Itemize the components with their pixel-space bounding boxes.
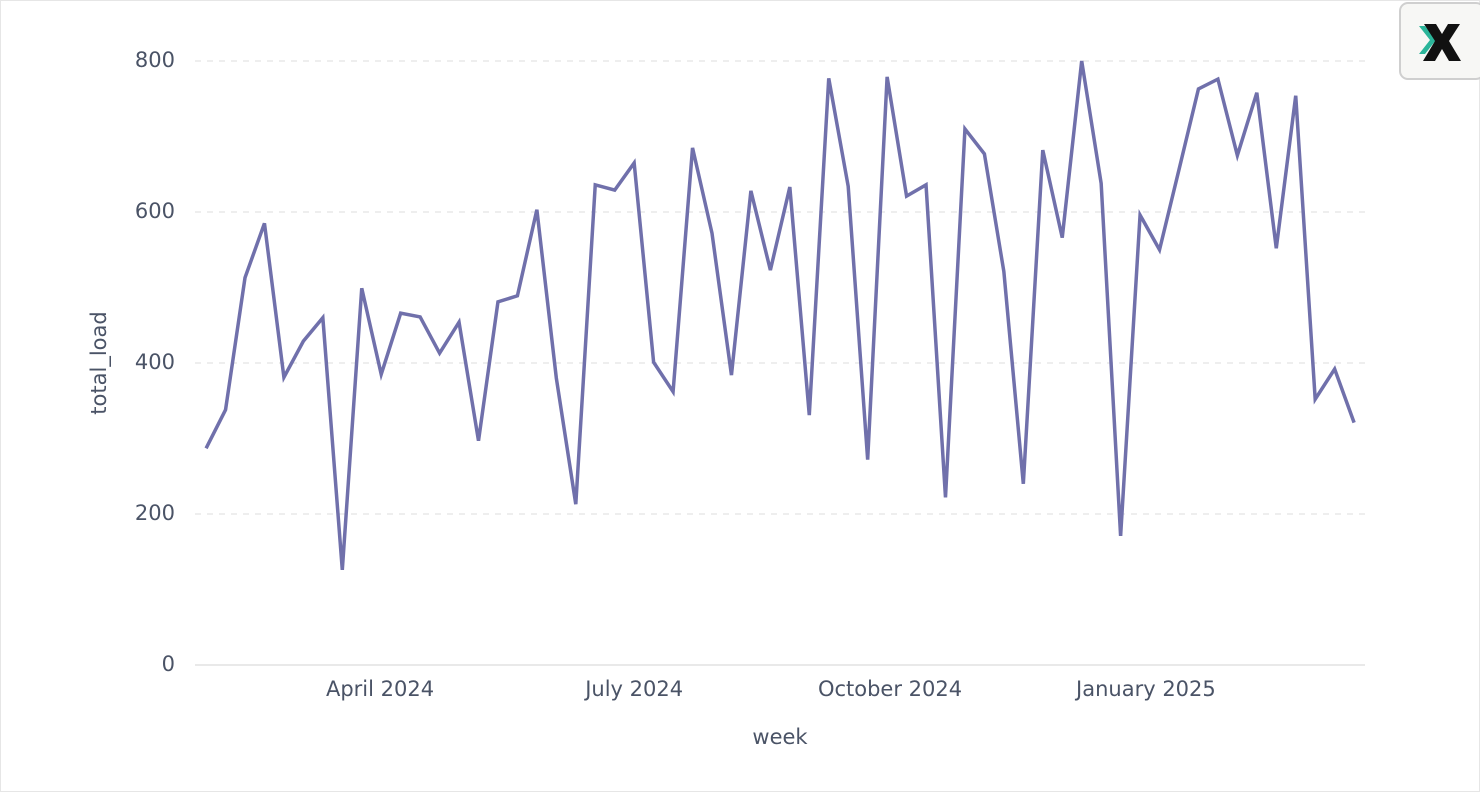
y-tick-label: 600 <box>135 199 175 223</box>
x-tick-label: April 2024 <box>326 677 434 701</box>
logo[interactable] <box>1399 2 1480 80</box>
x-tick-label: October 2024 <box>818 677 962 701</box>
logo-x <box>1423 24 1461 61</box>
y-tick-label: 400 <box>135 350 175 374</box>
x-tick-label: January 2025 <box>1074 677 1216 701</box>
data-line <box>204 60 1356 571</box>
x-axis-title: week <box>752 725 808 749</box>
y-tick-label: 200 <box>135 501 175 525</box>
y-tick-label: 0 <box>162 652 175 676</box>
logo-chevron <box>1419 26 1436 54</box>
y-tick-label: 800 <box>135 48 175 72</box>
x-tick-label: July 2024 <box>583 677 683 701</box>
y-axis-title: total_load <box>87 311 112 414</box>
